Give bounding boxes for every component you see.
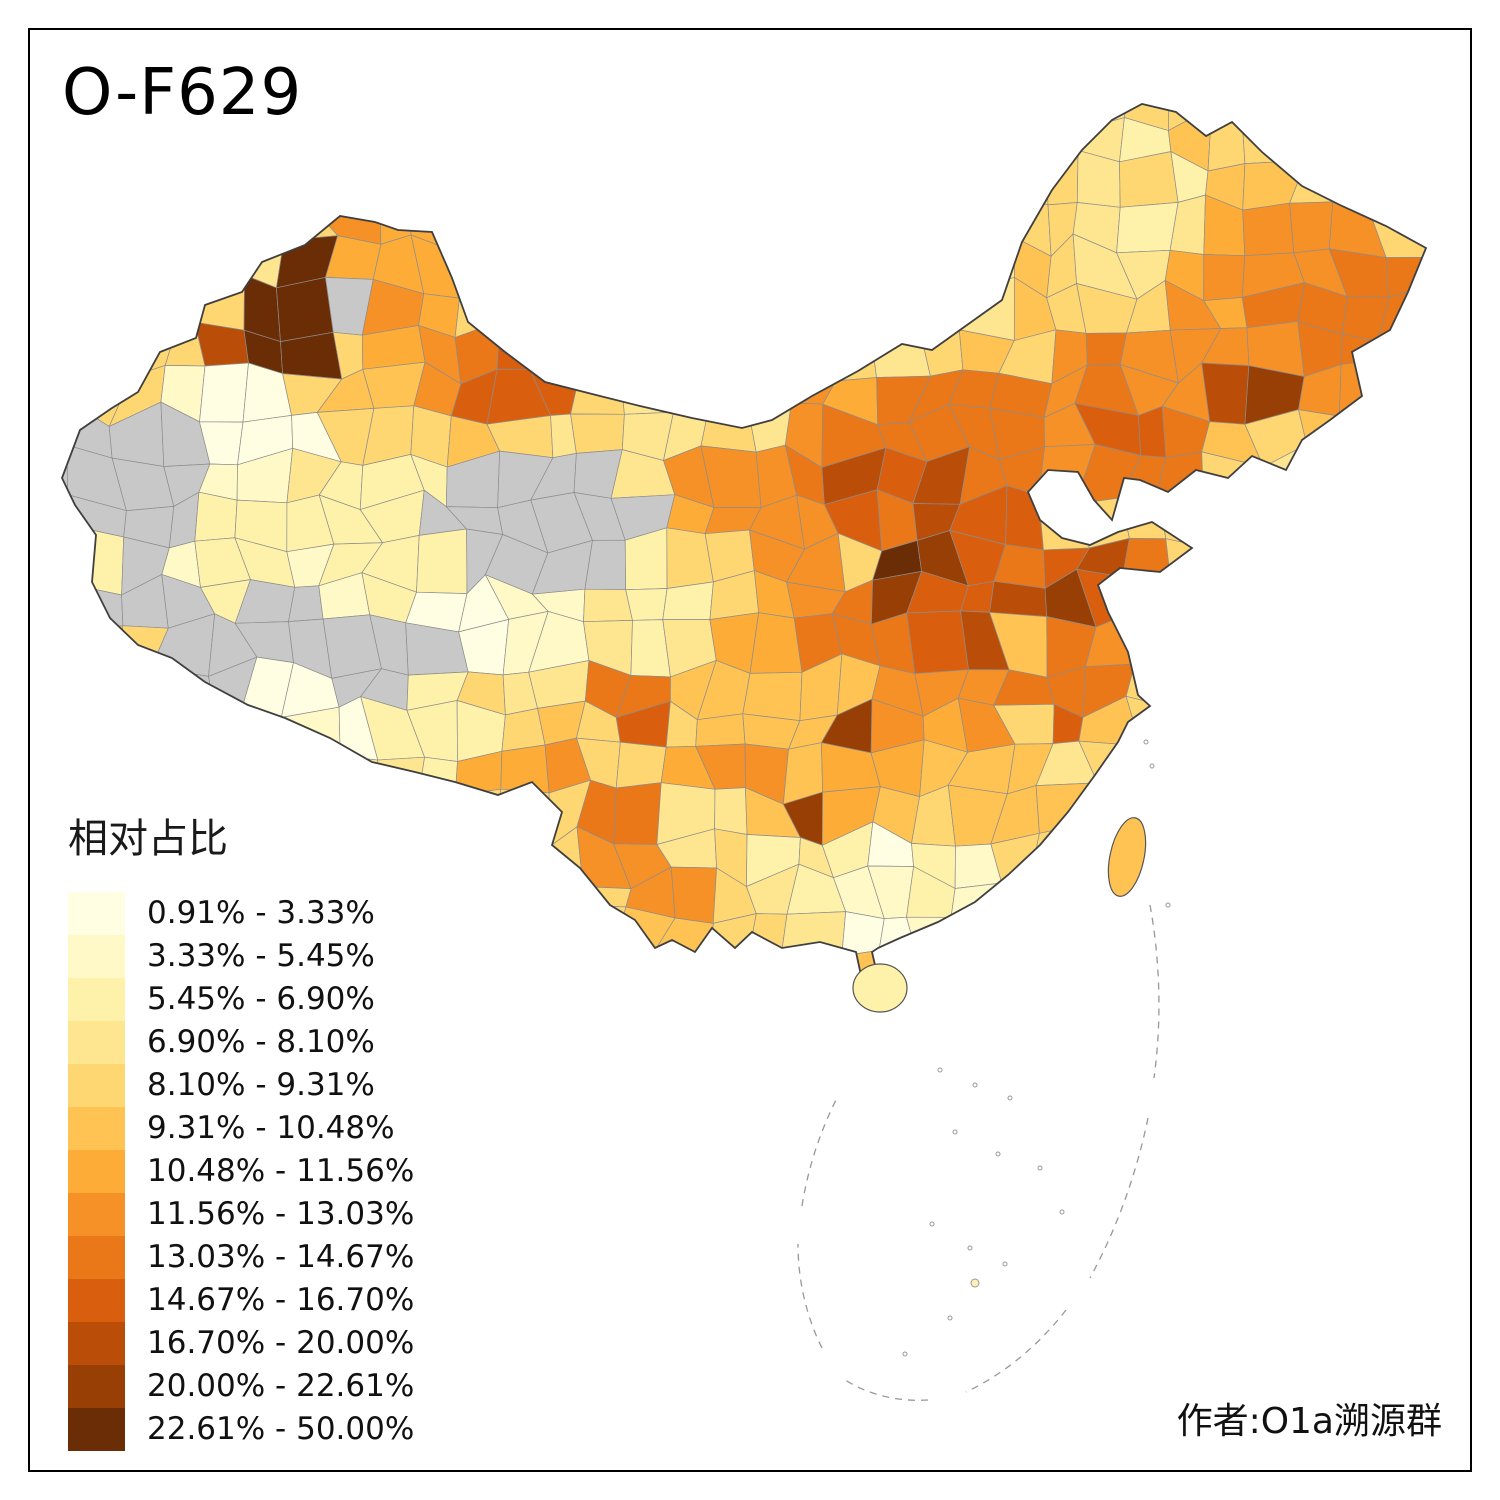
legend-label: 13.03% - 14.67% [147, 1239, 415, 1275]
legend-swatch [68, 1150, 125, 1193]
legend-item: 20.00% - 22.61% [68, 1365, 414, 1408]
page-title: O-F629 [62, 56, 303, 130]
legend-swatch [68, 1064, 125, 1107]
legend-item: 22.61% - 50.00% [68, 1408, 414, 1451]
attribution: 作者:O1a溯源群 [1176, 1401, 1442, 1442]
legend-swatch [68, 1279, 125, 1322]
legend-swatch [68, 1107, 125, 1150]
legend-label: 5.45% - 6.90% [147, 981, 375, 1017]
nine-dash-line [797, 904, 1160, 1401]
small-islands [902, 739, 1171, 1357]
taiwan-island [1107, 817, 1147, 897]
legend-item: 13.03% - 14.67% [68, 1236, 414, 1279]
legend-item: 8.10% - 9.31% [68, 1064, 414, 1107]
legend-swatch [68, 1322, 125, 1365]
legend-label: 11.56% - 13.03% [147, 1196, 415, 1232]
legend-swatch [68, 1365, 125, 1408]
legend-items: 0.91% - 3.33% 3.33% - 5.45% 5.45% - 6.90% 6… [68, 892, 414, 1451]
legend-swatch [68, 892, 125, 935]
legend-label: 3.33% - 5.45% [147, 938, 375, 974]
legend-swatch [68, 1193, 125, 1236]
legend-label: 6.90% - 8.10% [147, 1024, 375, 1060]
legend-item: 6.90% - 8.10% [68, 1021, 414, 1064]
legend-item: 10.48% - 11.56% [68, 1150, 414, 1193]
legend-swatch [68, 1021, 125, 1064]
legend-swatch [68, 935, 125, 978]
legend-label: 16.70% - 20.00% [147, 1325, 415, 1361]
legend-label: 9.31% - 10.48% [147, 1110, 395, 1146]
legend-item: 14.67% - 16.70% [68, 1279, 414, 1322]
legend-item: 5.45% - 6.90% [68, 978, 414, 1021]
legend-item: 3.33% - 5.45% [68, 935, 414, 978]
legend-item: 9.31% - 10.48% [68, 1107, 414, 1150]
yellow-islet [970, 1278, 980, 1288]
legend-swatch [68, 978, 125, 1021]
legend-label: 20.00% - 22.61% [147, 1368, 415, 1404]
legend-swatch [68, 1408, 125, 1451]
legend-label: 14.67% - 16.70% [147, 1282, 415, 1318]
legend-item: 16.70% - 20.00% [68, 1322, 414, 1365]
legend-title: 相对占比 [68, 816, 228, 862]
legend: 相对占比 0.91% - 3.33% 3.33% - 5.45% 5.45% - 6… [68, 806, 414, 1451]
mainland-outline [61, 103, 1428, 981]
legend-item: 11.56% - 13.03% [68, 1193, 414, 1236]
legend-label: 0.91% - 3.33% [147, 895, 375, 931]
legend-label: 8.10% - 9.31% [147, 1067, 375, 1103]
legend-label: 22.61% - 50.00% [147, 1411, 415, 1447]
legend-item: 0.91% - 3.33% [68, 892, 414, 935]
hainan-island [852, 963, 908, 1013]
legend-swatch [68, 1236, 125, 1279]
legend-label: 10.48% - 11.56% [147, 1153, 415, 1189]
